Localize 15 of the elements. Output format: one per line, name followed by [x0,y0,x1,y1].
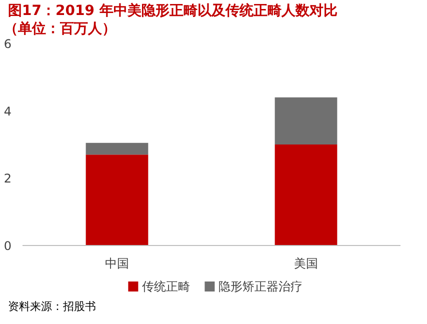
y-tick-label: 2 [4,172,12,186]
x-tick-label: 中国 [105,256,129,270]
bar [86,142,148,155]
y-tick-label: 0 [4,239,12,253]
chart-subtitle: （单位：百万人） [4,20,116,38]
y-tick-label: 4 [4,104,12,118]
legend-label: 传统正畸 [142,280,190,294]
chart-title: 图17：2019 年中美隐形正畸以及传统正畸人数对比 [8,2,338,20]
y-tick-label: 6 [4,37,12,51]
legend-label: 隐形矫正器治疗 [218,280,303,294]
bar [86,154,148,246]
x-tick-label: 美国 [294,256,318,270]
text: 资料来源：招股书 [8,299,96,315]
bar [274,144,338,246]
bar [274,97,338,144]
